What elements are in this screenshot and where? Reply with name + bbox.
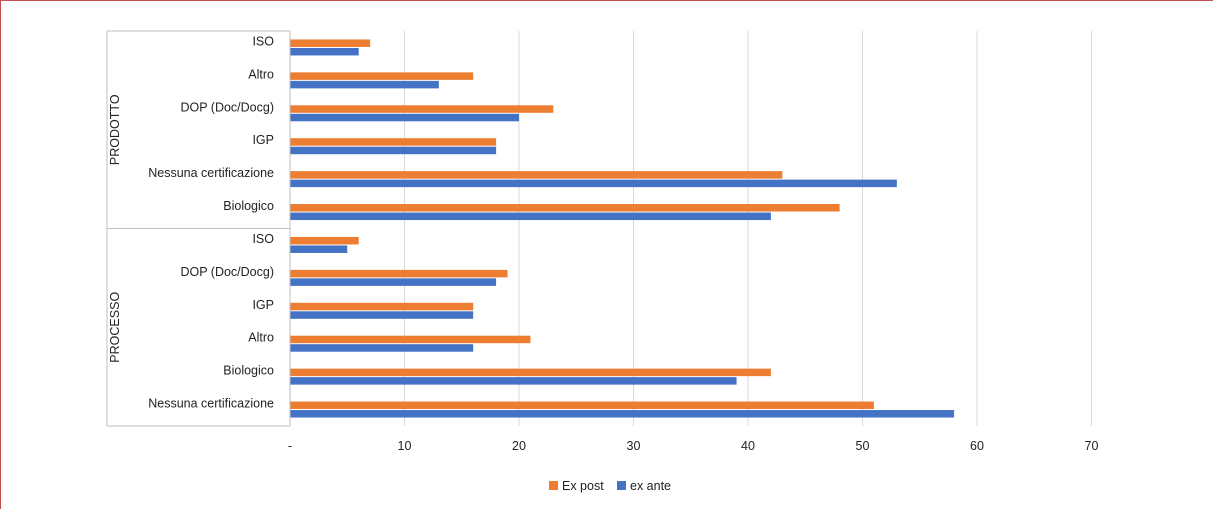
bar-prodotto-0-3 xyxy=(290,138,497,146)
bar-processo-1-1 xyxy=(290,278,497,286)
x-tick-label-2: 20 xyxy=(512,439,526,453)
category-label-processo-2: IGP xyxy=(252,298,274,312)
x-tick-label-5: 50 xyxy=(856,439,870,453)
x-tick-label-7: 70 xyxy=(1085,439,1099,453)
bar-processo-0-0 xyxy=(290,236,359,245)
bar-processo-1-4 xyxy=(290,377,737,385)
bar-processo-0-1 xyxy=(290,269,508,278)
bar-prodotto-0-1 xyxy=(290,72,474,80)
bar-processo-0-2 xyxy=(290,302,474,311)
legend-label-0: Ex post xyxy=(562,479,604,493)
legend-swatch-1 xyxy=(617,481,626,490)
category-label-prodotto-0: ISO xyxy=(252,34,274,48)
bar-prodotto-0-2 xyxy=(290,105,554,113)
bar-prodotto-1-0 xyxy=(290,47,359,56)
bar-prodotto-1-3 xyxy=(290,146,497,155)
category-label-processo-1: DOP (Doc/Docg) xyxy=(180,265,274,279)
bar-prodotto-1-4 xyxy=(290,179,897,188)
x-tick-label-4: 40 xyxy=(741,439,755,453)
category-label-processo-3: Altro xyxy=(248,331,274,345)
x-tick-label-6: 60 xyxy=(970,439,984,453)
category-label-prodotto-5: Biologico xyxy=(223,199,274,213)
category-label-processo-5: Nessuna certificazione xyxy=(148,397,274,411)
bar-prodotto-0-5 xyxy=(290,204,840,212)
bar-processo-1-3 xyxy=(290,344,474,352)
group-label-prodotto: PRODOTTO xyxy=(108,94,122,165)
category-label-prodotto-2: DOP (Doc/Docg) xyxy=(180,100,274,114)
bar-prodotto-0-0 xyxy=(290,39,371,47)
bar-prodotto-1-5 xyxy=(290,212,771,221)
category-label-prodotto-1: Altro xyxy=(248,67,274,81)
bar-prodotto-1-1 xyxy=(290,80,439,89)
x-tick-label-0: - xyxy=(288,439,292,453)
x-tick-label-3: 30 xyxy=(627,439,641,453)
bar-processo-0-3 xyxy=(290,335,531,344)
bar-processo-1-0 xyxy=(290,245,348,253)
bar-prodotto-1-2 xyxy=(290,113,519,122)
x-tick-label-1: 10 xyxy=(398,439,412,453)
bar-processo-0-5 xyxy=(290,401,874,410)
bar-prodotto-0-4 xyxy=(290,171,783,179)
group-label-processo: PROCESSO xyxy=(108,292,122,363)
category-label-processo-4: Biologico xyxy=(223,364,274,378)
bar-processo-1-5 xyxy=(290,410,955,418)
bar-processo-0-4 xyxy=(290,368,771,377)
category-label-processo-0: ISO xyxy=(252,232,274,246)
bar-processo-1-2 xyxy=(290,311,474,319)
category-label-prodotto-3: IGP xyxy=(252,133,274,147)
legend-swatch-0 xyxy=(549,481,558,490)
legend-label-1: ex ante xyxy=(630,479,671,493)
category-label-prodotto-4: Nessuna certificazione xyxy=(148,166,274,180)
